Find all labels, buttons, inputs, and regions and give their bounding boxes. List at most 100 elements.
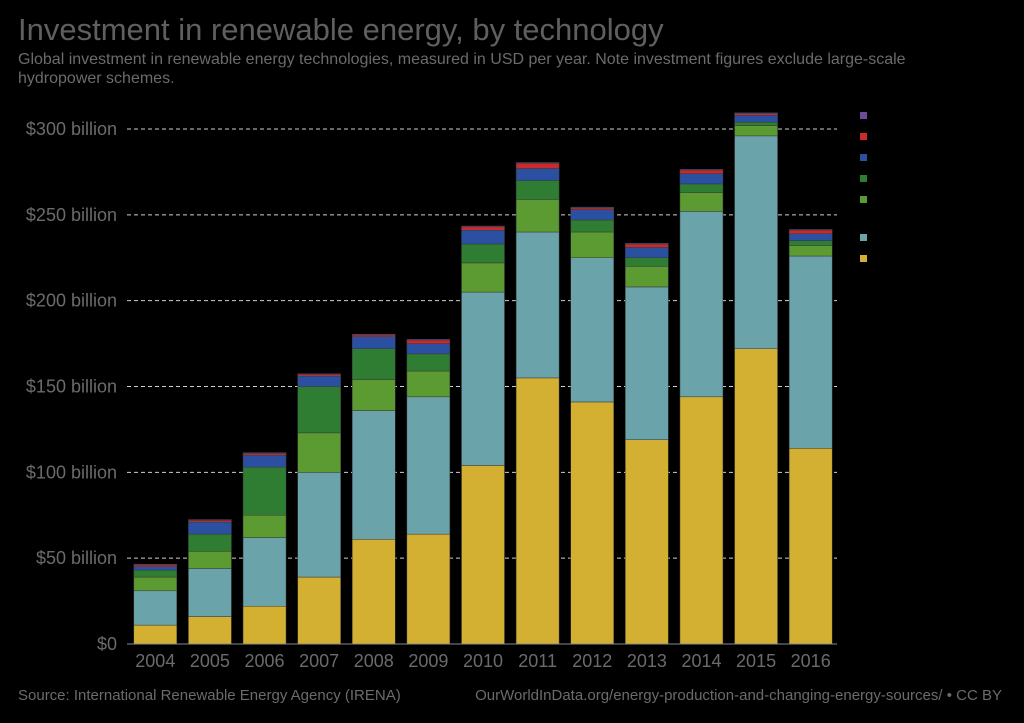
x-tick-label: 2011 <box>518 651 557 671</box>
bar-segment <box>461 465 505 645</box>
x-tick-label: 2007 <box>299 651 339 671</box>
bar-segment <box>188 616 232 645</box>
bar-segment <box>625 439 669 645</box>
y-tick-label: $300 billion <box>26 119 117 139</box>
bar-segment <box>461 243 505 264</box>
legend-swatch[interactable] <box>860 196 867 203</box>
bar-segment <box>679 173 724 185</box>
bar-segment <box>133 624 178 645</box>
bar-segment <box>297 374 341 377</box>
bar-segment <box>625 257 669 267</box>
bar-segment <box>515 168 560 181</box>
legend-swatch[interactable] <box>860 175 867 182</box>
x-tick-label: 2015 <box>736 651 776 671</box>
x-tick-label: 2006 <box>245 651 285 671</box>
bar-segment <box>625 243 669 248</box>
bar-segment <box>734 112 778 114</box>
chart-subtitle: Global investment in renewable energy te… <box>18 51 906 87</box>
bar-segment <box>297 375 341 387</box>
bar-segment <box>515 163 560 169</box>
x-tick-label: 2008 <box>354 651 394 671</box>
bar-segment <box>461 262 505 293</box>
bar-segment <box>188 533 232 552</box>
chart-title: Investment in renewable energy, by techn… <box>18 12 664 47</box>
bar-segment <box>788 448 833 645</box>
bar-segment <box>242 605 287 645</box>
bar-segment <box>133 563 178 566</box>
bar-segment <box>515 162 560 164</box>
bar-segment <box>133 576 178 592</box>
bar-segment <box>570 219 614 233</box>
legend-swatch[interactable] <box>860 133 867 140</box>
bar-segment <box>133 566 178 571</box>
bar-segment <box>406 339 451 344</box>
bar-segment <box>788 255 833 449</box>
bar-segment <box>406 370 451 398</box>
bar-segment <box>515 180 560 200</box>
bar-segment <box>625 286 669 440</box>
x-tick-label: 2004 <box>135 651 175 671</box>
bar-segment <box>625 242 669 245</box>
bar-segment <box>242 453 287 456</box>
bar-segment <box>133 590 178 626</box>
y-tick-label: $200 billion <box>26 291 117 311</box>
bar-segment <box>188 521 232 535</box>
bar-segment <box>625 247 669 258</box>
bar-segment <box>406 353 451 372</box>
bar-segment <box>570 206 614 209</box>
bar-segment <box>734 348 778 645</box>
bar-segment <box>788 230 833 234</box>
y-tick-label: $250 billion <box>26 205 117 225</box>
bar-segment <box>242 515 287 538</box>
x-tick-label: 2012 <box>572 651 612 671</box>
bar-segment <box>297 386 341 434</box>
bar-segment <box>788 233 833 241</box>
bar-segment <box>679 183 724 193</box>
bar-segment <box>570 209 614 221</box>
bar-segment <box>133 564 178 567</box>
bar-segment <box>679 192 724 212</box>
bar-segment <box>788 229 833 231</box>
bar-segment <box>461 225 505 228</box>
bar-segment <box>133 569 178 578</box>
bar-segment <box>406 396 451 535</box>
bar-segment <box>679 396 724 645</box>
bar-segment <box>570 231 614 258</box>
x-tick-label: 2013 <box>627 651 667 671</box>
bar-segment <box>625 266 669 288</box>
bar-segment <box>515 231 560 379</box>
x-tick-label: 2014 <box>681 651 721 671</box>
bar-segment <box>242 452 287 454</box>
bar-segment <box>515 199 560 233</box>
bar-segment <box>188 519 232 521</box>
bar-segment <box>734 135 778 349</box>
legend-swatch[interactable] <box>860 112 867 119</box>
bar-segment <box>461 226 505 231</box>
bar-segment <box>297 373 341 375</box>
bar-segment <box>515 377 560 645</box>
bar-segment <box>679 211 724 398</box>
bar-segment <box>406 533 451 645</box>
legend-swatch[interactable] <box>860 234 867 241</box>
bar-segment <box>406 343 451 355</box>
bar-segment <box>570 401 614 645</box>
y-tick-label: $0 <box>97 634 117 654</box>
bar-segment <box>297 432 341 473</box>
bar-segment <box>297 472 341 578</box>
bar-segment <box>461 230 505 245</box>
legend-swatch[interactable] <box>860 154 867 161</box>
bar-segment <box>242 466 287 516</box>
credit-link[interactable]: OurWorldInData.org/energy-production-and… <box>475 687 1002 704</box>
bar-segment <box>352 348 396 380</box>
bar-segment <box>734 113 778 116</box>
legend-swatch[interactable] <box>860 255 867 262</box>
x-tick-label: 2016 <box>791 651 831 671</box>
bar-segment <box>188 551 232 569</box>
bar-segment <box>461 291 505 466</box>
bar-segment <box>570 257 614 403</box>
bar-segment <box>242 537 287 607</box>
bar-segment <box>734 115 778 123</box>
y-tick-label: $100 billion <box>26 462 117 482</box>
x-tick-label: 2005 <box>190 651 230 671</box>
